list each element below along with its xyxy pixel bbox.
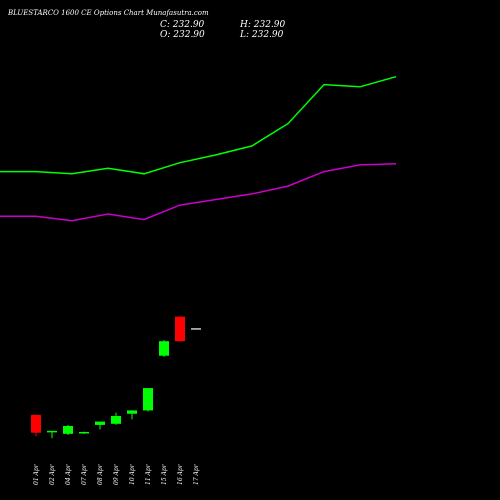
ohlc-close: O: 232.90 xyxy=(160,30,205,40)
bands-layer xyxy=(0,75,397,222)
ohlc-open: C: 232.90 xyxy=(160,20,205,30)
candle-body xyxy=(95,421,105,425)
candle-body xyxy=(175,316,185,342)
x-tick-label: 07 Apr xyxy=(81,463,88,485)
candle-body xyxy=(111,415,121,424)
candle-body xyxy=(31,414,41,433)
x-axis-ticks: 01 Apr 02 Apr 04 Apr 07 Apr 08 Apr 09 Apr 10 A… xyxy=(33,463,200,485)
x-tick-label: 10 Apr xyxy=(129,463,136,485)
band-line-lower xyxy=(0,163,397,222)
x-tick-label: 01 Apr xyxy=(33,463,40,485)
x-tick-label: 09 Apr xyxy=(113,463,120,485)
candle-body xyxy=(159,341,169,356)
x-tick-label: 04 Apr xyxy=(65,463,72,485)
candle-body xyxy=(191,328,201,330)
band-line-upper xyxy=(0,75,397,175)
candle-body xyxy=(79,431,89,434)
candle-body xyxy=(47,430,57,433)
chart-title: BLUESTARCO 1600 CE Options Chart Munafas… xyxy=(7,9,209,17)
x-tick-label: 08 Apr xyxy=(97,463,104,485)
x-tick-label: 15 Apr xyxy=(161,463,168,485)
ohlc-low: L: 232.90 xyxy=(239,30,284,40)
candles-layer xyxy=(31,316,201,439)
x-tick-label: 02 Apr xyxy=(49,463,56,485)
candle-body xyxy=(127,410,137,414)
x-tick-label: 16 Apr xyxy=(177,463,184,485)
ohlc-high: H: 232.90 xyxy=(239,20,286,30)
candle-body xyxy=(63,426,73,434)
candle-body xyxy=(143,388,153,411)
x-tick-label: 11 Apr xyxy=(145,463,152,485)
x-tick-label: 17 Apr xyxy=(193,463,200,485)
